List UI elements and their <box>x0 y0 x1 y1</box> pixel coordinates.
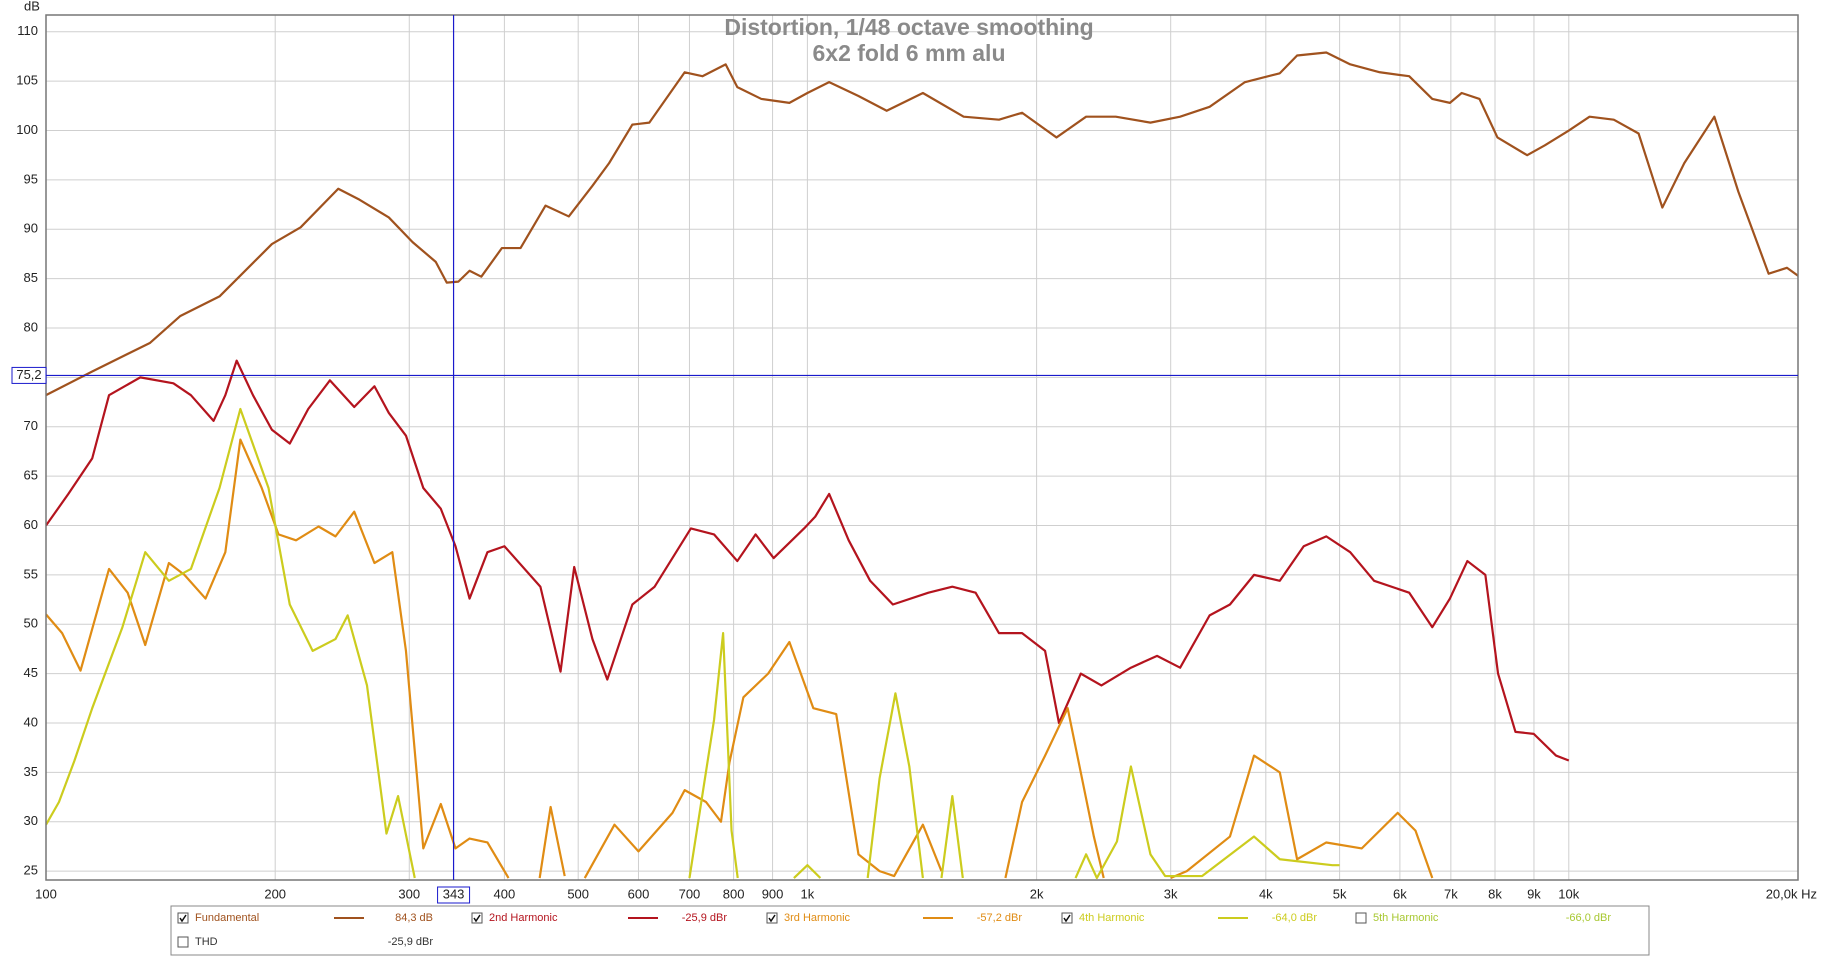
y-tick-label: 105 <box>16 73 38 88</box>
y-tick-label: 85 <box>24 270 38 285</box>
y-tick-label: 100 <box>16 122 38 137</box>
legend-checkbox[interactable] <box>177 912 189 924</box>
y-tick-label: 65 <box>24 468 38 483</box>
legend-checkbox[interactable] <box>177 936 189 948</box>
legend-readout: -66,0 dBr <box>1566 912 1612 924</box>
x-tick-label: 3k <box>1164 886 1178 901</box>
cursor-y-box <box>11 366 47 384</box>
legend-readout: -25,9 dBr <box>388 936 434 948</box>
y-axis-label: dB <box>24 0 40 13</box>
x-tick-label: 5k <box>1333 886 1347 901</box>
plot-area <box>46 15 1798 880</box>
cursor-y-label: 75,2 <box>16 367 41 382</box>
y-tick-label: 50 <box>24 616 38 631</box>
x-tick-label: 7k <box>1444 886 1458 901</box>
x-tick-label: 10k <box>1558 886 1579 901</box>
y-tick-label: 60 <box>24 517 38 532</box>
legend-check <box>1063 914 1071 923</box>
y-tick-label: 95 <box>24 171 38 186</box>
y-tick-label: 35 <box>24 764 38 779</box>
x-tick-label: 4k <box>1259 886 1273 901</box>
x-tick-label: 800 <box>723 886 745 901</box>
x-tick-label: 600 <box>628 886 650 901</box>
legend-label: THD <box>195 936 218 948</box>
legend-box <box>170 905 1650 956</box>
legend-label: 2nd Harmonic <box>489 912 558 924</box>
y-tick-label: 110 <box>17 23 38 38</box>
x-tick-label: 200 <box>264 886 286 901</box>
legend-check <box>768 914 776 923</box>
legend-label: 5th Harmonic <box>1373 912 1439 924</box>
y-tick-label: 30 <box>24 813 38 828</box>
x-tick-label: 1k <box>801 886 815 901</box>
y-tick-label: 25 <box>24 863 38 878</box>
y-tick-label: 70 <box>24 418 38 433</box>
series-line <box>46 438 1434 880</box>
legend-readout: -64,0 dBr <box>1272 912 1318 924</box>
x-tick-label: 400 <box>494 886 516 901</box>
legend-readout: -25,9 dBr <box>682 912 728 924</box>
legend-check <box>179 914 187 923</box>
y-tick-label: 40 <box>24 714 38 729</box>
legend-checkbox[interactable] <box>1355 912 1367 924</box>
legend-checkbox[interactable] <box>1061 912 1073 924</box>
x-tick-label: 900 <box>762 886 784 901</box>
x-tick-label: 300 <box>398 886 420 901</box>
cursor-x-label: 343 <box>443 886 465 901</box>
y-tick-label: 90 <box>24 221 38 236</box>
legend-label: Fundamental <box>195 912 259 924</box>
x-tick-label: 20,0k Hz <box>1766 886 1817 901</box>
legend-readout: -57,2 dBr <box>977 912 1023 924</box>
x-tick-label: 100 <box>35 886 57 901</box>
y-tick-label: 55 <box>24 566 38 581</box>
x-tick-label: 2k <box>1030 886 1044 901</box>
legend-checkbox[interactable] <box>766 912 778 924</box>
legend-check <box>473 914 481 923</box>
lines <box>46 51 1798 880</box>
cursor-x-box <box>437 886 471 904</box>
x-tick-label: 6k <box>1393 886 1407 901</box>
chart-title: Distortion, 1/48 octave smoothing <box>724 14 1093 40</box>
legend-label: 3rd Harmonic <box>784 912 851 924</box>
legend-readout: 84,3 dB <box>395 912 433 924</box>
plot-border <box>45 14 1799 881</box>
series-line <box>46 359 1570 762</box>
series-line <box>46 407 1340 880</box>
x-tick-label: 9k <box>1527 886 1541 901</box>
legend-label: 4th Harmonic <box>1079 912 1145 924</box>
y-tick-label: 45 <box>24 665 38 680</box>
x-tick-label: 500 <box>567 886 589 901</box>
x-tick-label: 700 <box>679 886 701 901</box>
y-tick-label: 80 <box>24 319 38 334</box>
chart-subtitle: 6x2 fold 6 mm alu <box>812 40 1005 66</box>
legend-checkbox[interactable] <box>471 912 483 924</box>
series-line <box>46 51 1798 397</box>
x-tick-label: 8k <box>1488 886 1502 901</box>
